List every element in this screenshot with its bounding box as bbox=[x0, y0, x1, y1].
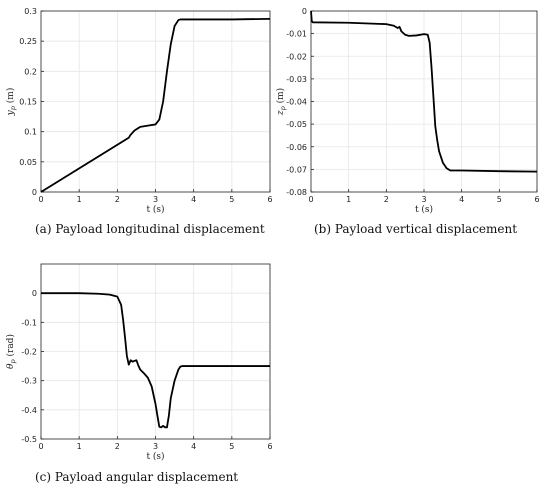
series-line-0 bbox=[40, 17, 271, 193]
x-tick-label: 5 bbox=[229, 195, 234, 204]
chart-caption: (a) Payload longitudinal displacement bbox=[35, 222, 265, 236]
y-axis-label: yp (m) bbox=[5, 88, 17, 117]
chart-caption: (b) Payload vertical displacement bbox=[314, 222, 517, 236]
chart-caption: (c) Payload angular displacement bbox=[35, 470, 238, 484]
y-tick-label: -0.1 bbox=[21, 318, 37, 327]
y-axis-label: zp (m) bbox=[275, 88, 287, 116]
y-tick-label: -0.06 bbox=[286, 143, 307, 152]
y-tick-label: -0.01 bbox=[286, 30, 307, 39]
y-tick-label: -0.02 bbox=[286, 52, 307, 61]
x-tick-label: 1 bbox=[346, 195, 351, 204]
y-tick-label: 0 bbox=[32, 289, 37, 298]
series-line-0 bbox=[310, 10, 538, 173]
series-line-0 bbox=[41, 292, 270, 429]
y-tick-label: 0.1 bbox=[24, 128, 37, 137]
y-tick-label: -0.08 bbox=[286, 188, 307, 197]
y-tick-label: -0.07 bbox=[286, 165, 307, 174]
x-tick-label: 6 bbox=[267, 442, 272, 451]
y-tick-label: -0.5 bbox=[21, 435, 37, 444]
x-tick-label: 4 bbox=[191, 442, 196, 451]
y-tick-label: -0.4 bbox=[21, 406, 37, 415]
chart-panel-2: 0 1 2 3 4 5 6 -0.5 -0.4 -0.3 -0.2 -0.1 0 t (s) θp (rad… bbox=[5, 263, 273, 484]
x-tick-label: 5 bbox=[497, 195, 502, 204]
x-axis-label: t (s) bbox=[146, 204, 164, 215]
x-tick-label: 1 bbox=[77, 195, 82, 204]
y-tick-label: 0.3 bbox=[24, 7, 37, 16]
x-tick-label: 0 bbox=[38, 442, 43, 451]
y-tick-label: 0 bbox=[32, 188, 37, 197]
x-tick-label: 0 bbox=[308, 195, 313, 204]
x-tick-label: 1 bbox=[77, 442, 82, 451]
x-tick-label: 2 bbox=[115, 195, 120, 204]
x-tick-label: 4 bbox=[459, 195, 464, 204]
y-tick-label: -0.04 bbox=[286, 98, 307, 107]
x-tick-label: 2 bbox=[384, 195, 389, 204]
chart-panel-0: 0 1 2 3 4 5 6 0 0.05 0.1 0.15 0.2 0.25 0.3 t (s) yp (m)… bbox=[5, 7, 273, 236]
y-tick-label: 0.25 bbox=[19, 37, 37, 46]
x-tick-label: 6 bbox=[267, 195, 272, 204]
y-tick-label: -0.03 bbox=[286, 75, 307, 84]
y-tick-label: -0.05 bbox=[286, 120, 307, 129]
chart-panel-1: 0 1 2 3 4 5 6 -0.08 -0.07 -0.06 -0.05 -0.04 -0.03 -0.… bbox=[275, 7, 540, 236]
x-tick-label: 5 bbox=[229, 442, 234, 451]
y-axis-label: θp (rad) bbox=[5, 334, 17, 369]
x-tick-label: 3 bbox=[421, 195, 426, 204]
x-axis-label: t (s) bbox=[146, 451, 164, 462]
x-tick-label: 2 bbox=[115, 442, 120, 451]
x-tick-label: 0 bbox=[38, 195, 43, 204]
y-tick-label: -0.3 bbox=[21, 377, 37, 386]
x-tick-label: 6 bbox=[534, 195, 539, 204]
y-tick-label: 0.05 bbox=[19, 158, 37, 167]
y-tick-label: 0.15 bbox=[19, 98, 37, 107]
x-tick-label: 3 bbox=[153, 195, 158, 204]
y-tick-label: -0.2 bbox=[21, 348, 37, 357]
y-tick-label: 0 bbox=[302, 7, 307, 16]
x-tick-label: 4 bbox=[191, 195, 196, 204]
y-tick-label: 0.2 bbox=[24, 67, 37, 76]
x-tick-label: 3 bbox=[153, 442, 158, 451]
x-axis-label: t (s) bbox=[415, 204, 433, 215]
